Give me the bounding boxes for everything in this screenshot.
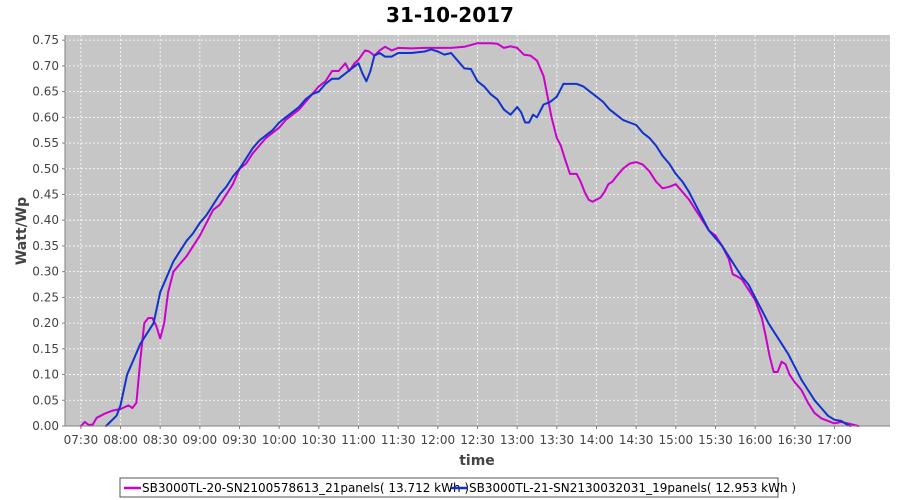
y-tick-label: 0.05 xyxy=(32,393,59,407)
y-tick-label: 0.35 xyxy=(32,239,59,253)
y-tick-label: 0.20 xyxy=(32,316,59,330)
grid-lines xyxy=(65,35,890,427)
x-tick-label: 09:30 xyxy=(222,433,257,447)
x-tick-label: 16:00 xyxy=(738,433,773,447)
y-tick-label: 0.50 xyxy=(32,162,59,176)
x-tick-label: 12:00 xyxy=(421,433,456,447)
x-tick-label: 10:00 xyxy=(262,433,297,447)
y-tick-label: 0.10 xyxy=(32,368,59,382)
y-tick-label: 0.55 xyxy=(32,136,59,150)
x-tick-label: 10:30 xyxy=(302,433,337,447)
x-tick-label: 11:30 xyxy=(381,433,416,447)
series-lines xyxy=(79,42,860,427)
x-tick-label: 15:30 xyxy=(698,433,733,447)
y-tick-label: 0.60 xyxy=(32,110,59,124)
y-tick-label: 0.75 xyxy=(32,33,59,47)
legend-label-series-2: SB3000TL-21-SN2130032031_19panels( 12.95… xyxy=(469,481,796,495)
y-axis-ticks: 0.00 0.05 0.10 0.15 0.20 0.25 0.30 0.35 0.40 0.45… xyxy=(32,33,65,433)
x-axis-label: time xyxy=(459,453,495,469)
x-tick-label: 14:30 xyxy=(619,433,654,447)
x-tick-label: 13:30 xyxy=(540,433,575,447)
y-tick-label: 0.30 xyxy=(32,265,59,279)
legend-label-series-1: SB3000TL-20-SN2100578613_21panels( 13.71… xyxy=(142,481,469,495)
y-tick-label: 0.00 xyxy=(32,419,59,433)
x-tick-label: 12:30 xyxy=(460,433,495,447)
y-tick-label: 0.70 xyxy=(32,59,59,73)
x-tick-label: 14:00 xyxy=(579,433,614,447)
y-tick-label: 0.40 xyxy=(32,213,59,227)
x-tick-label: 08:00 xyxy=(103,433,138,447)
x-tick-label: 13:00 xyxy=(500,433,535,447)
legend: SB3000TL-20-SN2100578613_21panels( 13.71… xyxy=(119,477,796,498)
series-line-1 xyxy=(79,42,860,427)
x-tick-label: 08:30 xyxy=(143,433,178,447)
x-tick-label: 09:00 xyxy=(183,433,218,447)
y-tick-label: 0.15 xyxy=(32,342,59,356)
x-tick-label: 11:00 xyxy=(341,433,376,447)
y-tick-label: 0.65 xyxy=(32,85,59,99)
y-tick-label: 0.25 xyxy=(32,290,59,304)
x-tick-label: 07:30 xyxy=(64,433,99,447)
x-axis-ticks: 07:30 08:00 08:30 09:00 09:30 10:00 10:30 11:00… xyxy=(64,426,852,447)
series-line-2 xyxy=(105,48,852,427)
x-tick-label: 16:30 xyxy=(778,433,813,447)
chart-title: 31-10-2017 xyxy=(386,3,514,27)
legend-box xyxy=(119,477,779,498)
y-axis-label: Watt/Wp xyxy=(14,197,30,265)
x-tick-label: 17:00 xyxy=(817,433,852,447)
y-tick-label: 0.45 xyxy=(32,187,59,201)
x-tick-label: 15:00 xyxy=(659,433,694,447)
